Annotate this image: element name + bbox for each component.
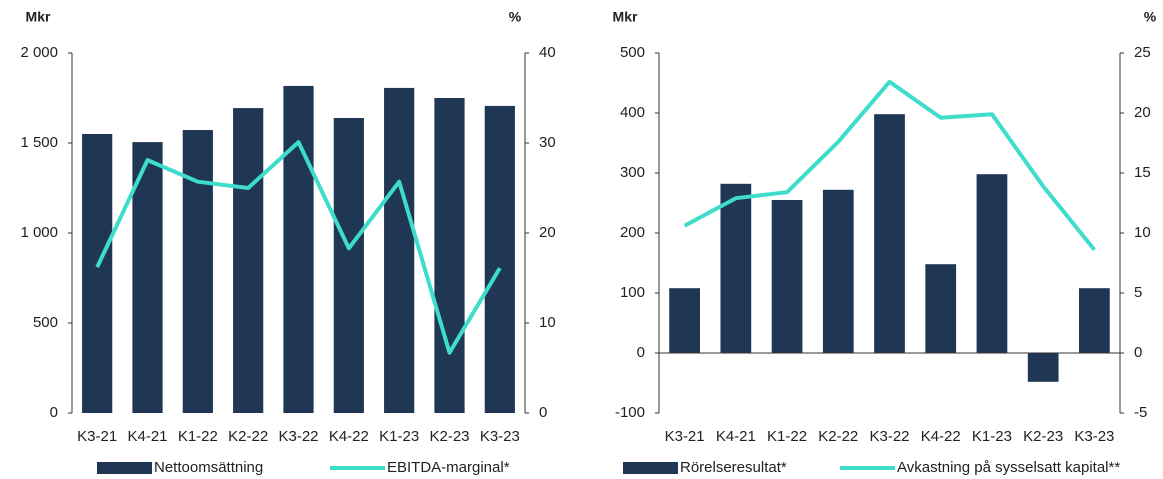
bar [1027,353,1059,382]
x-tick-label: K4-21 [127,428,167,445]
y2-tick-label: -5 [1134,404,1147,421]
bar [283,85,314,413]
bar [484,105,515,414]
y2-tick-label: 30 [539,134,556,151]
bar [976,174,1008,353]
legend-label: Rörelseresultat* [680,459,787,476]
y2-tick-label: 20 [1134,104,1151,121]
y-tick-label: 100 [620,284,645,301]
x-tick-label: K2-23 [1023,428,1063,445]
y-tick-label: 300 [620,164,645,181]
bar [822,189,854,353]
legend-label: Avkastning på sysselsatt kapital** [897,459,1120,476]
legend-label: Nettoomsättning [154,459,263,476]
x-tick-label: K4-21 [716,428,756,445]
y2-tick-label: 20 [539,224,556,241]
x-tick-label: K3-21 [77,428,117,445]
bar [82,134,113,413]
line-series [95,140,502,355]
x-tick-label: K1-22 [767,428,807,445]
x-tick-label: K1-23 [379,428,419,445]
bar [132,142,163,413]
x-tick-label: K4-22 [329,428,369,445]
bar [1079,288,1110,353]
y2-tick-label: 15 [1134,164,1151,181]
x-tick-label: K3-22 [278,428,318,445]
bar [182,130,213,414]
bar [669,288,700,353]
y-axis-label: Mkr [613,9,638,25]
x-tick-label: K3-22 [869,428,909,445]
bar [720,183,752,353]
y2-tick-label: 25 [1134,44,1151,61]
y-tick-label: 200 [620,224,645,241]
x-tick-label: K3-23 [1074,428,1114,445]
bar [333,117,364,413]
x-tick-label: K1-23 [972,428,1012,445]
y2-tick-label: 0 [1134,344,1142,361]
legend-label: EBITDA-marginal* [387,459,510,476]
y2-axis-label: % [1144,9,1157,25]
bar [233,108,264,413]
y-axis-label: Mkr [26,9,51,25]
legend-swatch [97,462,152,474]
line-series [683,79,1096,252]
bar [384,87,415,414]
bar [874,114,905,353]
x-tick-label: K3-21 [665,428,705,445]
x-tick-label: K4-22 [921,428,961,445]
y-tick-label: -100 [615,404,645,421]
y-tick-label: 500 [33,314,58,331]
y2-tick-label: 0 [539,404,547,421]
y-tick-label: 400 [620,104,645,121]
x-tick-label: K2-22 [818,428,858,445]
y2-tick-label: 10 [539,314,556,331]
x-tick-label: K2-23 [429,428,469,445]
x-tick-label: K2-22 [228,428,268,445]
y-tick-label: 2 000 [20,44,58,61]
y-tick-label: 1 000 [20,224,58,241]
y2-axis-label: % [509,9,522,25]
bar [771,200,803,353]
y2-tick-label: 10 [1134,224,1151,241]
x-tick-label: K1-22 [178,428,218,445]
y-tick-label: 0 [637,344,645,361]
x-tick-label: K3-23 [480,428,520,445]
bar [925,264,957,353]
bar [434,98,465,413]
y2-tick-label: 5 [1134,284,1142,301]
y-tick-label: 1 500 [20,134,58,151]
legend-swatch [623,462,678,474]
y-tick-label: 0 [50,404,58,421]
y-tick-label: 500 [620,44,645,61]
y2-tick-label: 40 [539,44,556,61]
